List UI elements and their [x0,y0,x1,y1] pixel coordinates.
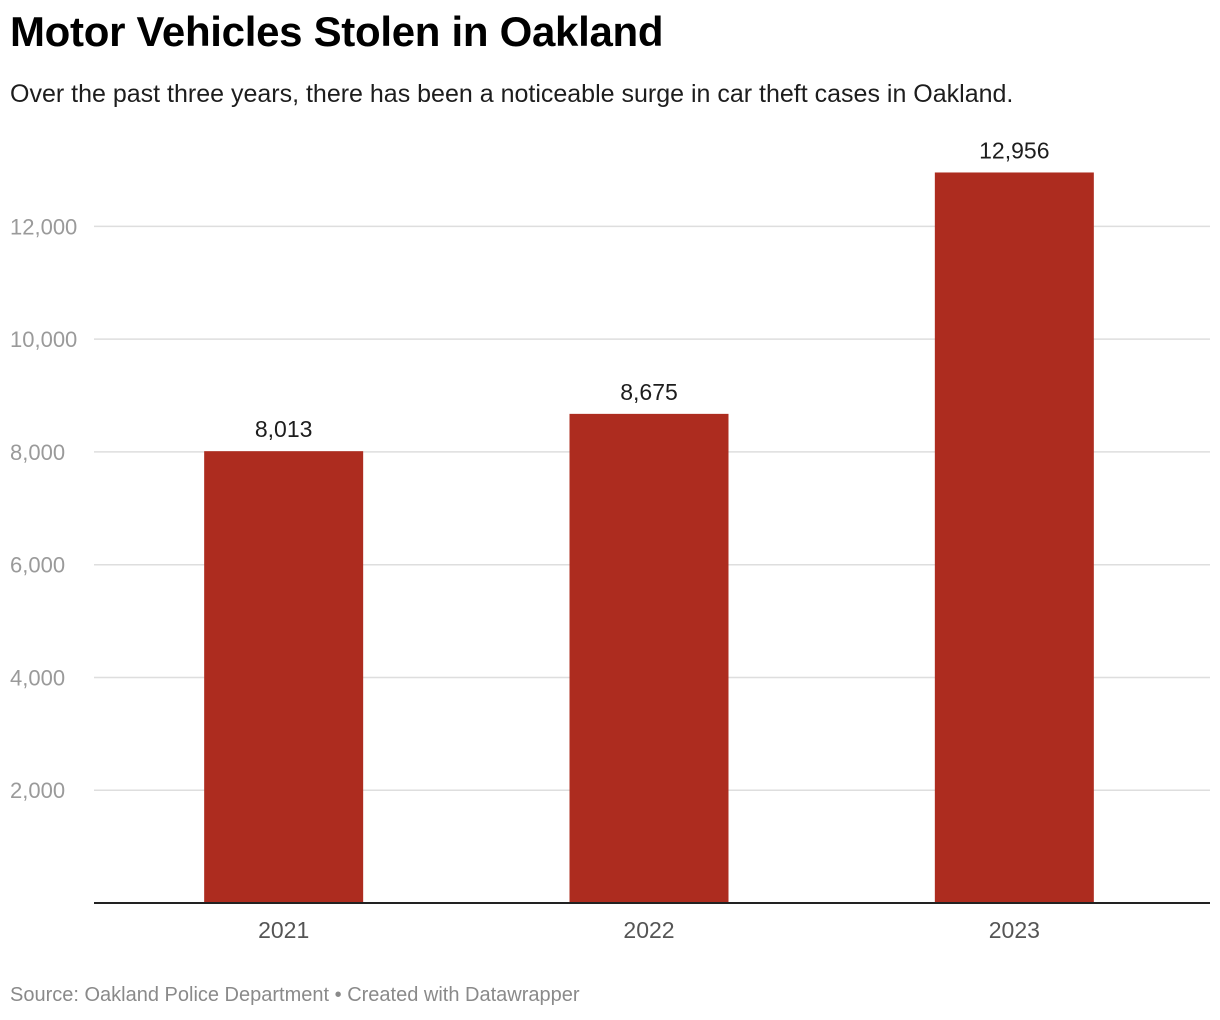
y-tick-label: 4,000 [10,665,65,690]
bar-value-label: 8,013 [255,416,313,442]
y-tick-label: 2,000 [10,778,65,803]
y-tick-label: 8,000 [10,440,65,465]
x-tick-label: 2021 [258,917,309,943]
bar-value-label: 12,956 [979,137,1049,163]
x-tick-label: 2022 [623,917,674,943]
y-tick-label: 6,000 [10,553,65,578]
chart-title: Motor Vehicles Stolen in Oakland [10,8,664,55]
bar [934,172,1094,903]
footer-separator: • [329,984,348,1006]
y-axis-ticks: 2,000 4,000 6,000 8,000 10,000 12,000 [10,214,77,803]
x-tick-label: 2023 [989,917,1040,943]
y-tick-label: 10,000 [10,327,77,352]
bar-value-label: 8,675 [620,379,678,405]
credit-link[interactable]: Created with Datawrapper [347,984,580,1006]
chart-footer: Source: Oakland Police Department • Crea… [10,984,580,1007]
x-axis-ticks: 2021 2022 2023 [258,917,1040,943]
bar-value-labels: 8,013 8,675 12,956 [255,137,1050,442]
bars [204,172,1094,903]
bar [204,451,364,903]
chart-subtitle: Over the past three years, there has bee… [10,80,1014,108]
bar [569,413,729,903]
source-note: Source: Oakland Police Department [10,984,330,1006]
y-tick-label: 12,000 [10,214,77,239]
